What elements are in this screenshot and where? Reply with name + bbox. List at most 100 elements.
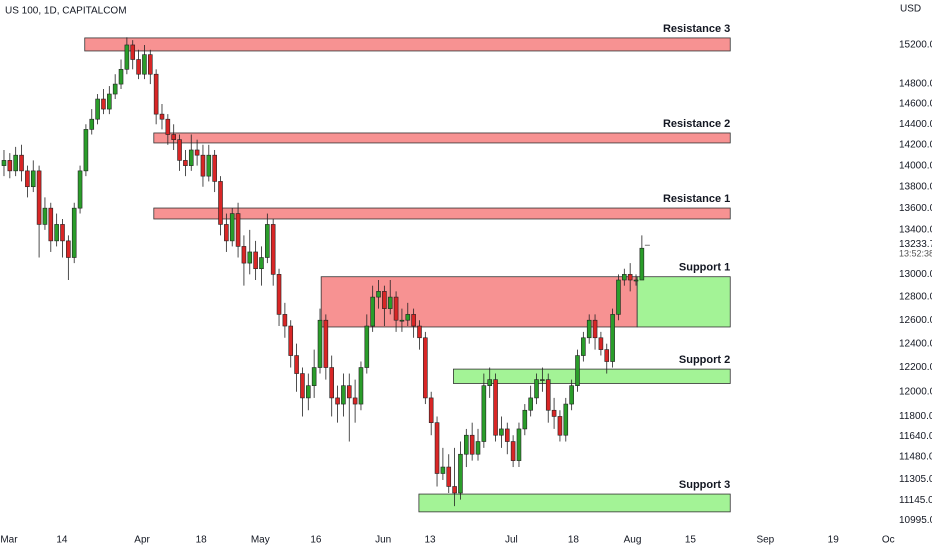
countdown: 13:52:38 [899,249,932,259]
y-tick-label: 15200.0 [899,40,932,51]
candle-body [212,154,217,182]
candle-body [270,224,276,275]
candle-body [136,59,141,75]
candle-body [276,274,282,315]
candle-body [504,428,510,442]
y-tick-label: 12000.0 [899,386,932,397]
candle-body [399,319,405,322]
candle-body [329,367,334,399]
y-tick-label: 11480.0 [899,451,932,462]
x-tick-label: Sep [756,535,774,546]
y-tick-label: 12600.0 [899,315,932,326]
y-tick-label: 12800.0 [899,292,932,303]
x-tick-label: Mar [0,535,18,546]
y-tick-label: 13000.0 [899,269,932,280]
x-tick-label: Aug [624,535,642,546]
candle-body [540,379,545,381]
candle-body [551,409,557,417]
x-tick-label: 18 [196,535,208,546]
candle-body [522,409,528,430]
candle-body [77,170,83,209]
candle-body [510,441,516,461]
candle-body [346,385,352,399]
candle-body [42,207,48,225]
candle-body [311,367,317,386]
candle-body [259,257,264,270]
candle-body [317,319,323,368]
x-tick-label: Apr [134,535,150,546]
candle-body [30,170,36,188]
candle-body [563,403,569,436]
x-tick-label: May [251,535,270,546]
candle-body [370,296,375,327]
candle-body [446,466,452,487]
candle-body [165,118,171,135]
x-tick-label: Jul [505,535,518,546]
candle-body [235,213,241,247]
y-tick-label: 10995.0 [899,515,932,526]
candle-body [393,296,399,321]
candle-body [171,134,176,140]
candle-body [627,274,633,281]
candle-body [616,279,621,315]
candle-body [183,160,188,166]
x-tick-label: 16 [310,535,322,546]
candle-body [323,319,329,368]
candle-body [153,73,159,115]
zone [320,276,638,328]
candle-body [288,325,294,356]
candle-body [300,373,305,399]
candle-body [306,385,311,399]
candle-body [206,154,212,177]
last-price-label: 13233.7 [899,239,932,250]
candle-body [534,379,539,399]
candle-body [581,337,586,356]
y-tick-label: 12200.0 [899,362,932,373]
candle-body [71,207,77,258]
candle-body [405,314,411,321]
y-tick-label: 13400.0 [899,225,932,236]
candle-body [411,314,416,327]
candle-body [335,397,340,405]
candle-body [469,434,475,455]
candle-body [142,54,147,75]
candle-body [528,397,533,411]
candle-body [364,325,370,368]
y-tick-label: 14000.0 [899,160,932,171]
zone-label: Resistance 3 [663,23,730,35]
candle-body [218,181,223,225]
x-tick-label: 19 [828,535,840,546]
candle-body [499,428,504,436]
candle-body [633,279,639,282]
candle-body [95,98,100,120]
zone [84,37,731,52]
candle-body [294,355,299,374]
candle-body [159,113,165,120]
candle-body [464,434,469,455]
candle-body [36,170,42,225]
x-tick-label: 18 [568,535,580,546]
candle-body [592,319,598,339]
zone [153,207,731,220]
candle-body [516,428,522,461]
candle-body [101,98,106,110]
candle-body [188,149,194,166]
y-tick-label: 14600.0 [899,99,932,110]
candle-body [241,246,247,264]
y-tick-label: 11640.0 [899,431,932,442]
candle-body [13,154,18,172]
candle-body [60,224,65,242]
candle-body [247,251,253,264]
y-tick-label: 11800.0 [899,411,932,422]
candle-body [586,319,592,339]
zone-label: Support 2 [679,354,730,366]
candle-body [282,314,288,327]
candle-body [475,441,481,455]
zone [418,493,731,513]
candle-body [639,247,645,281]
x-tick-label: 13 [424,535,436,546]
candle-body [118,68,124,85]
candle-body [229,213,235,242]
candle-body [1,160,7,166]
